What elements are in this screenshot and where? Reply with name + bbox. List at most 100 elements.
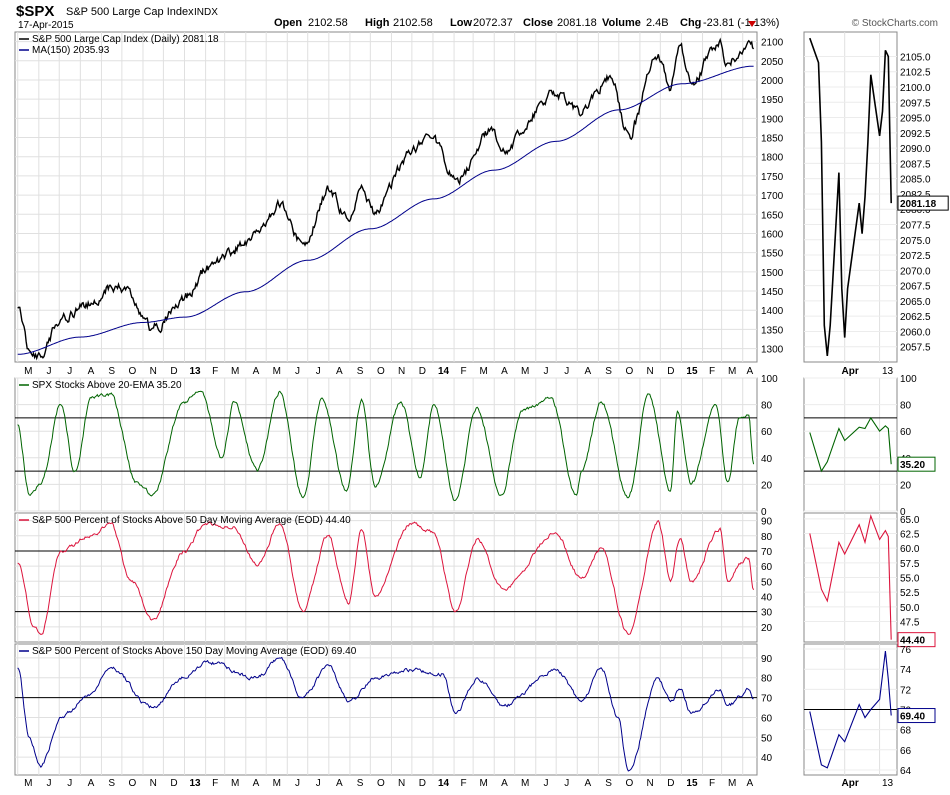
ma150-xtick: M <box>521 778 529 789</box>
price-ytick: 1950 <box>761 95 784 106</box>
ma50-zoom-ytick: 55.0 <box>900 574 920 585</box>
price-xtick: A <box>336 366 343 377</box>
ma150-ytick: 40 <box>761 753 773 764</box>
ma150-xtick: J <box>543 778 548 789</box>
ema20-zoom-frame <box>803 377 898 512</box>
ema20-legend-label: SPX Stocks Above 20-EMA 35.20 <box>32 380 182 391</box>
price-zoom-ytick: 2062.5 <box>900 312 931 323</box>
price-ytick: 1450 <box>761 287 784 298</box>
price-xtick: N <box>647 366 654 377</box>
price-zoom-ytick: 2060.0 <box>900 327 931 338</box>
price-xtick: S <box>605 366 612 377</box>
ma50-zoom-ytick: 62.5 <box>900 530 920 541</box>
price-zoom-ytick: 2065.0 <box>900 297 931 308</box>
low-value: 2072.37 <box>473 17 513 29</box>
price-xtick: J <box>67 366 72 377</box>
ema20-zoom-ytick: 20 <box>900 480 912 491</box>
ma50-zoom-ytick: 65.0 <box>900 515 920 526</box>
ema20-series-0 <box>17 390 755 502</box>
price-ytick: 1700 <box>761 191 784 202</box>
ma150-xtick: O <box>625 778 633 789</box>
price-zoom-last-value-box <box>897 195 949 211</box>
watermark: © StockCharts.com <box>852 18 938 29</box>
ma50-ytick: 80 <box>761 532 773 543</box>
price-legend-label: S&P 500 Large Cap Index (Daily) 2081.18 <box>32 34 219 45</box>
price-series-1 <box>17 65 754 355</box>
ma150-zoom-ytick: 66 <box>900 746 912 757</box>
ma150-xtick: N <box>150 778 157 789</box>
ma150-xtick: M <box>728 778 736 789</box>
price-ytick: 1900 <box>761 114 784 125</box>
price-xtick: D <box>419 366 426 377</box>
price-zoom-ytick: 2072.5 <box>900 251 931 262</box>
price-panel: 1300 1350 1400 1450 1500 1550 1600 1650 1700 1750… <box>14 31 784 377</box>
ma50-ytick: 50 <box>761 577 773 588</box>
ma150-zoom-series-0 <box>809 651 892 769</box>
price-ytick: 2050 <box>761 57 784 68</box>
price-ytick: 1400 <box>761 306 784 317</box>
price-ytick: 1500 <box>761 268 784 279</box>
open-value: 2102.58 <box>308 17 348 29</box>
price-xtick: S <box>357 366 364 377</box>
price-zoom-ytick: 2097.5 <box>900 98 931 109</box>
price-xtick: F <box>212 366 218 377</box>
ma50-panel: 20 30 40 50 60 70 80 90 S&P 500 Percent of Stock… <box>14 512 773 643</box>
ma50-zoom-ytick: 47.5 <box>900 617 920 628</box>
price-xtick: M <box>728 366 736 377</box>
price-ytick: 2100 <box>761 38 784 49</box>
price-zoom-last-value: 2081.18 <box>900 199 937 210</box>
price-xtick: 13 <box>189 366 201 377</box>
price-xtick: D <box>170 366 177 377</box>
price-ytick: 1750 <box>761 172 784 183</box>
price-zoom-ytick: 2102.5 <box>900 68 931 79</box>
ema20-zoom-last-value-box <box>897 456 936 472</box>
ma150-xtick: J <box>564 778 569 789</box>
ema20-zoom-series-0 <box>809 416 892 473</box>
price-xtick: F <box>461 366 467 377</box>
price-zoom-ytick: 2087.5 <box>900 159 931 170</box>
price-xtick: A <box>253 366 260 377</box>
ma150-xtick: J <box>316 778 321 789</box>
ma150-xtick: O <box>377 778 385 789</box>
ema20-ytick: 0 <box>761 507 767 518</box>
ma50-ytick: 60 <box>761 562 773 573</box>
ma150-frame <box>14 643 758 776</box>
chg-value: -23.81 (-1.13%) <box>703 17 779 29</box>
ema20-zoom-ytick: 0 <box>900 507 906 518</box>
price-xtick: 15 <box>686 366 698 377</box>
ma150-xtick: J <box>67 778 72 789</box>
price-xtick: J <box>295 366 300 377</box>
price-xtick: N <box>398 366 405 377</box>
price-xtick: 14 <box>438 366 450 377</box>
price-zoom-ytick: 2080.0 <box>900 205 931 216</box>
price-xtick: O <box>129 366 137 377</box>
ma150-xtick: O <box>129 778 137 789</box>
ma150-xtick: F <box>709 778 715 789</box>
ma150-zoom-last-value: 69.40 <box>900 712 925 723</box>
ma50-zoom-panel: 47.5 50.0 52.5 55.0 57.5 60.0 62.5 65.0 44.40 <box>803 512 936 648</box>
price-xtick: M <box>521 366 529 377</box>
price-xtick: O <box>377 366 385 377</box>
high-value: 2102.58 <box>393 17 433 29</box>
ma150-xtick: N <box>647 778 654 789</box>
price-xtick: J <box>564 366 569 377</box>
symbol: $SPX <box>16 3 54 20</box>
price-xtick: S <box>108 366 115 377</box>
ma150-zoom-xtick: Apr <box>842 778 859 789</box>
price-zoom-ytick: 2090.0 <box>900 144 931 155</box>
ma150-xtick: 13 <box>189 778 201 789</box>
price-ytick: 1600 <box>761 229 784 240</box>
ema20-ytick: 40 <box>761 454 773 465</box>
ma150-xtick: F <box>212 778 218 789</box>
quote-date: 17-Apr-2015 <box>18 20 74 31</box>
ma50-series-0 <box>17 519 755 635</box>
ma150-zoom-ytick: 76 <box>900 645 912 656</box>
price-xtick: O <box>625 366 633 377</box>
ma150-xtick: S <box>605 778 612 789</box>
price-xtick: A <box>747 366 754 377</box>
ma150-xtick: A <box>501 778 508 789</box>
close-value: 2081.18 <box>557 17 597 29</box>
price-ytick: 1350 <box>761 325 784 336</box>
